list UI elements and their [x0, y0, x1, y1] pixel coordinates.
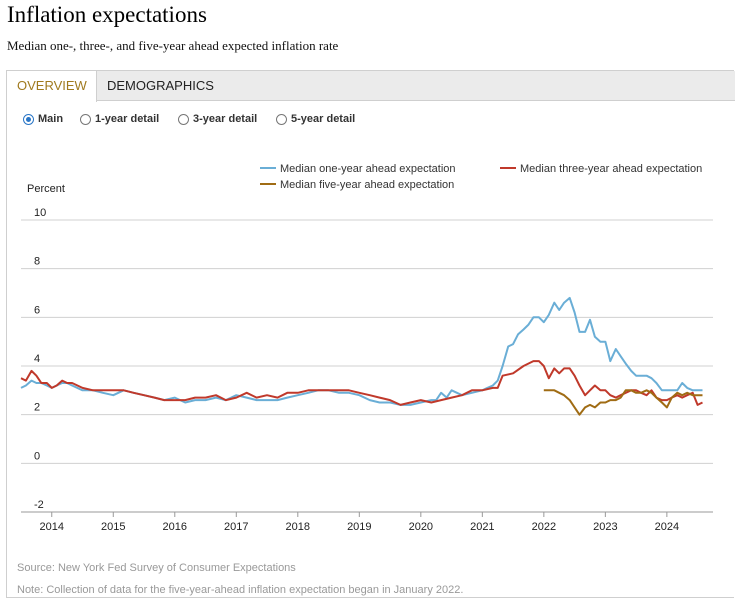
axis-layer: -2 0 2 4 6 8 10 Percent 2014 2015 2016 2017 2018 2019…: [21, 183, 713, 533]
grid-layer: [21, 219, 713, 513]
y-tick-label: 6: [34, 304, 40, 316]
radio-3-year-label: 3-year detail: [193, 113, 258, 125]
y-tick-label: 10: [34, 207, 46, 219]
y-axis-label: Percent: [27, 183, 65, 195]
tab-overview[interactable]: OVERVIEW: [7, 71, 97, 102]
radio-1-year-circle[interactable]: [80, 113, 91, 125]
radio-1-year-detail[interactable]: 1-year detail: [80, 113, 159, 125]
source-note: Source: New York Fed Survey of Consumer …: [17, 562, 296, 574]
series-line-3: [543, 389, 703, 416]
radio-5-year-detail[interactable]: 5-year detail: [276, 113, 355, 125]
series-line-1: [20, 296, 703, 406]
x-tick-label: 2017: [224, 521, 248, 533]
radio-main-circle[interactable]: [23, 113, 34, 125]
x-tick-label: 2023: [593, 521, 617, 533]
radio-1-year-label: 1-year detail: [95, 113, 160, 125]
radio-5-year-label: 5-year detail: [291, 113, 356, 125]
legend-label: Median three-year ahead expectation: [520, 163, 702, 175]
x-tick-label: 2021: [470, 521, 494, 533]
legend-label: Median one-year ahead expectation: [280, 163, 456, 175]
radio-5-year-circle[interactable]: [276, 113, 287, 125]
series-layer: [20, 296, 703, 416]
radio-3-year-circle[interactable]: [178, 113, 189, 125]
tab-demographics[interactable]: DEMOGRAPHICS: [107, 78, 214, 93]
x-tick-label: 2015: [101, 521, 125, 533]
series-line-2: [20, 360, 703, 406]
x-tick-label: 2016: [163, 521, 187, 533]
y-tick-label: 2: [34, 402, 40, 414]
legend-layer: Median one-year ahead expectation Median …: [260, 163, 702, 191]
y-tick-label: 8: [34, 256, 40, 268]
x-tick-label: 2018: [286, 521, 310, 533]
tab-bar: OVERVIEW DEMOGRAPHICS: [7, 71, 735, 102]
y-tick-label: 4: [34, 353, 40, 365]
x-tick-label: 2024: [655, 521, 679, 533]
footnote: Note: Collection of data for the five-ye…: [17, 584, 464, 596]
chart-panel: OVERVIEW DEMOGRAPHICS Main 1-year detail…: [6, 70, 735, 598]
legend-label: Median five-year ahead expectation: [280, 179, 454, 191]
y-tick-label: -2: [34, 499, 44, 511]
x-tick-label: 2020: [409, 521, 433, 533]
y-tick-label: 0: [34, 450, 40, 462]
x-tick-label: 2019: [347, 521, 371, 533]
radio-3-year-detail[interactable]: 3-year detail: [178, 113, 257, 125]
x-tick-label: 2014: [40, 521, 64, 533]
page-subtitle: Median one-, three-, and five-year ahead…: [7, 38, 339, 53]
radio-main-label: Main: [38, 113, 64, 125]
page-title: Inflation expectations: [7, 2, 207, 27]
radio-main[interactable]: Main: [23, 113, 63, 125]
x-tick-label: 2022: [532, 521, 556, 533]
